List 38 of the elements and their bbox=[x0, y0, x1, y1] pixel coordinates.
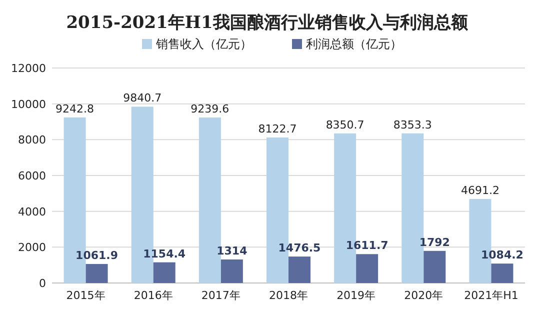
y-tick-label: 8000 bbox=[18, 134, 46, 147]
data-label: 8353.3 bbox=[393, 118, 432, 132]
y-tick-label: 0 bbox=[39, 277, 46, 290]
data-label: 1314 bbox=[216, 244, 248, 258]
legend-label: 利润总额（亿元） bbox=[306, 37, 402, 51]
x-tick-label: 2016年 bbox=[134, 289, 173, 302]
x-tick-label: 2021年H1 bbox=[464, 289, 518, 302]
bar bbox=[288, 256, 310, 283]
data-label: 9242.8 bbox=[56, 102, 94, 116]
y-tick-label: 6000 bbox=[18, 170, 46, 182]
x-tick-label: 2018年 bbox=[269, 289, 308, 302]
bar bbox=[491, 264, 514, 283]
y-tick-label: 2000 bbox=[18, 241, 46, 254]
chart-title: 2015-2021年H1我国酿酒行业销售收入与利润总额 bbox=[66, 13, 469, 33]
data-label: 4691.2 bbox=[460, 184, 500, 197]
data-label: 8122.7 bbox=[258, 122, 297, 136]
data-label: 1611.7 bbox=[346, 239, 388, 252]
x-tick-label: 2015年 bbox=[66, 289, 106, 302]
bar bbox=[356, 254, 378, 283]
legend-label: 销售收入（亿元） bbox=[155, 37, 252, 51]
data-label: 8350.7 bbox=[326, 118, 364, 132]
bar bbox=[86, 264, 108, 283]
data-label: 1154.4 bbox=[143, 247, 186, 260]
data-label: 9840.7 bbox=[123, 92, 162, 105]
data-label: 1476.5 bbox=[278, 242, 321, 255]
data-label: 1084.2 bbox=[480, 248, 524, 262]
bar bbox=[220, 259, 243, 283]
y-tick-label: 4000 bbox=[18, 205, 46, 218]
y-tick-label: 10000 bbox=[11, 98, 46, 111]
bar bbox=[153, 262, 176, 283]
x-tick-label: 2020年 bbox=[404, 289, 444, 302]
data-label: 1061.9 bbox=[76, 248, 118, 262]
bar bbox=[424, 250, 446, 283]
data-label: 9239.6 bbox=[190, 102, 230, 116]
data-label: 1792 bbox=[419, 236, 450, 249]
x-tick-label: 2019年 bbox=[336, 289, 376, 302]
y-tick-label: 12000 bbox=[11, 62, 46, 75]
x-tick-label: 2017年 bbox=[201, 289, 240, 302]
